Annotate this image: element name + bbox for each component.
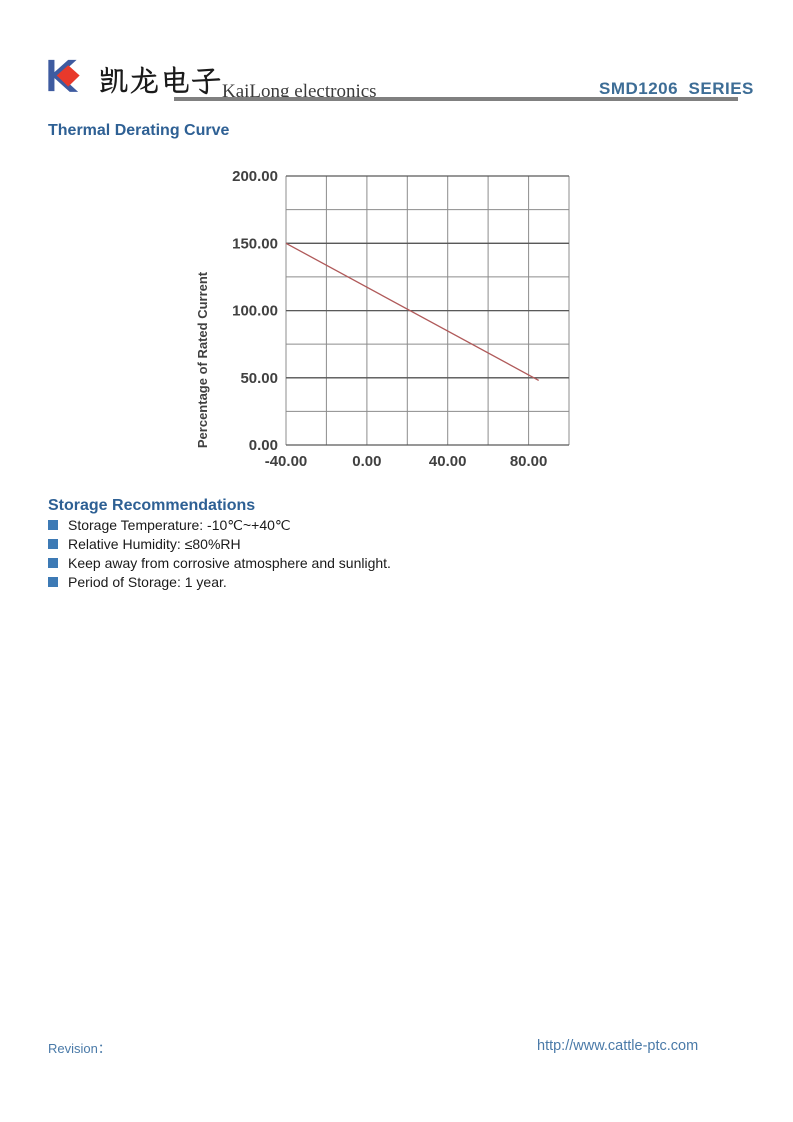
svg-text:80.00: 80.00 [510, 453, 548, 470]
svg-text:100.00: 100.00 [232, 303, 278, 320]
svg-text:0.00: 0.00 [352, 453, 381, 470]
svg-text:50.00: 50.00 [240, 370, 278, 387]
svg-text:200.00: 200.00 [232, 168, 278, 185]
svg-text:40.00: 40.00 [429, 453, 467, 470]
svg-text:-40.00: -40.00 [265, 453, 308, 470]
svg-text:150.00: 150.00 [232, 235, 278, 252]
svg-text:0.00: 0.00 [249, 437, 278, 454]
svg-text:Percentage of Rated Current: Percentage of Rated Current [195, 271, 210, 448]
